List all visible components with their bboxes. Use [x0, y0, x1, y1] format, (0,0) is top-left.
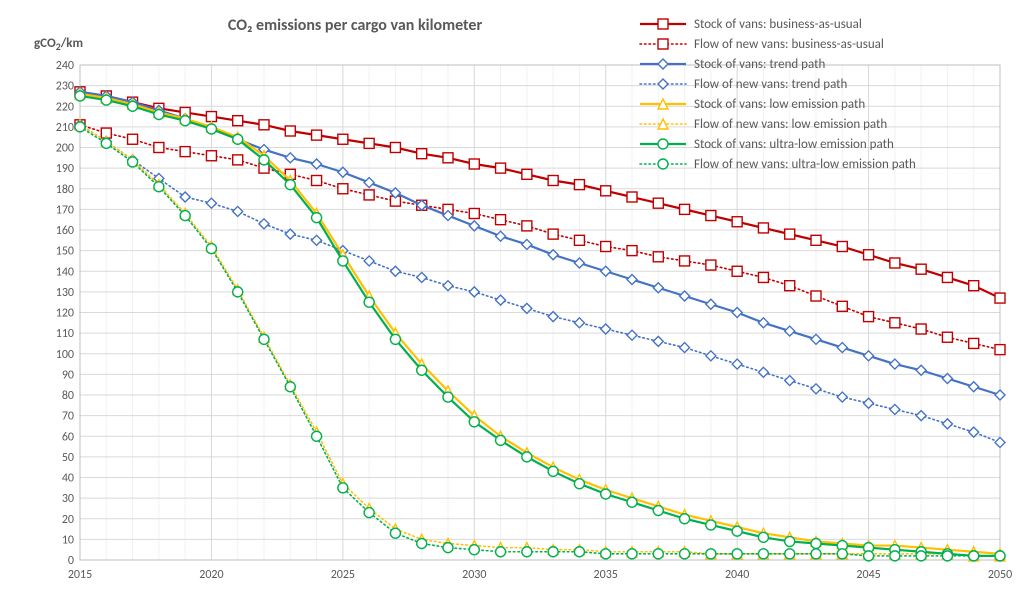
- x-tick-label: 2040: [725, 568, 749, 582]
- legend-label: Flow of new vans: low emission path: [694, 117, 887, 132]
- y-tick-label: 110: [56, 327, 74, 341]
- y-tick-label: 80: [62, 389, 74, 403]
- y-tick-label: 190: [56, 162, 74, 176]
- y-tick-label: 20: [62, 513, 74, 527]
- y-tick-label: 120: [56, 307, 74, 321]
- legend-label: Flow of new vans: business-as-usual: [694, 37, 884, 52]
- y-tick-label: 180: [56, 183, 74, 197]
- x-tick-label: 2035: [594, 568, 618, 582]
- x-tick-label: 2020: [199, 568, 223, 582]
- legend-label: Flow of new vans: ultra-low emission pat…: [694, 157, 916, 172]
- y-axis-label: gCO2/km: [34, 36, 83, 53]
- y-tick-label: 160: [56, 224, 74, 238]
- x-tick-label: 2025: [331, 568, 355, 582]
- x-tick-label: 2045: [856, 568, 880, 582]
- chart-title: CO₂ emissions per cargo van kilometer: [228, 16, 483, 35]
- y-tick-label: 60: [62, 430, 74, 444]
- y-tick-label: 100: [56, 348, 74, 362]
- y-tick-label: 220: [56, 100, 74, 114]
- y-tick-label: 150: [56, 245, 74, 259]
- x-tick-label: 2050: [988, 568, 1012, 582]
- y-tick-label: 70: [62, 410, 74, 424]
- legend-label: Flow of new vans: trend path: [694, 77, 848, 92]
- x-tick-label: 2015: [68, 568, 92, 582]
- y-tick-label: 10: [62, 533, 74, 547]
- y-tick-label: 230: [56, 80, 74, 94]
- chart-svg: 0102030405060708090100110120130140150160…: [0, 0, 1023, 600]
- y-tick-label: 170: [56, 203, 74, 217]
- legend-label: Stock of vans: business-as-usual: [694, 17, 862, 32]
- legend-label: Stock of vans: low emission path: [694, 97, 865, 112]
- y-tick-label: 210: [56, 121, 74, 135]
- y-tick-label: 30: [62, 492, 74, 506]
- y-tick-label: 240: [56, 59, 74, 73]
- y-tick-label: 140: [56, 265, 74, 279]
- y-tick-label: 200: [56, 142, 74, 156]
- legend-label: Stock of vans: trend path: [694, 57, 825, 72]
- x-tick-label: 2030: [462, 568, 486, 582]
- legend-label: Stock of vans: ultra-low emission path: [694, 137, 894, 152]
- y-tick-label: 0: [68, 554, 74, 568]
- y-tick-label: 90: [62, 368, 74, 382]
- y-tick-label: 50: [62, 451, 74, 465]
- chart-container: 0102030405060708090100110120130140150160…: [0, 0, 1023, 600]
- y-tick-label: 40: [62, 472, 74, 486]
- y-tick-label: 130: [56, 286, 74, 300]
